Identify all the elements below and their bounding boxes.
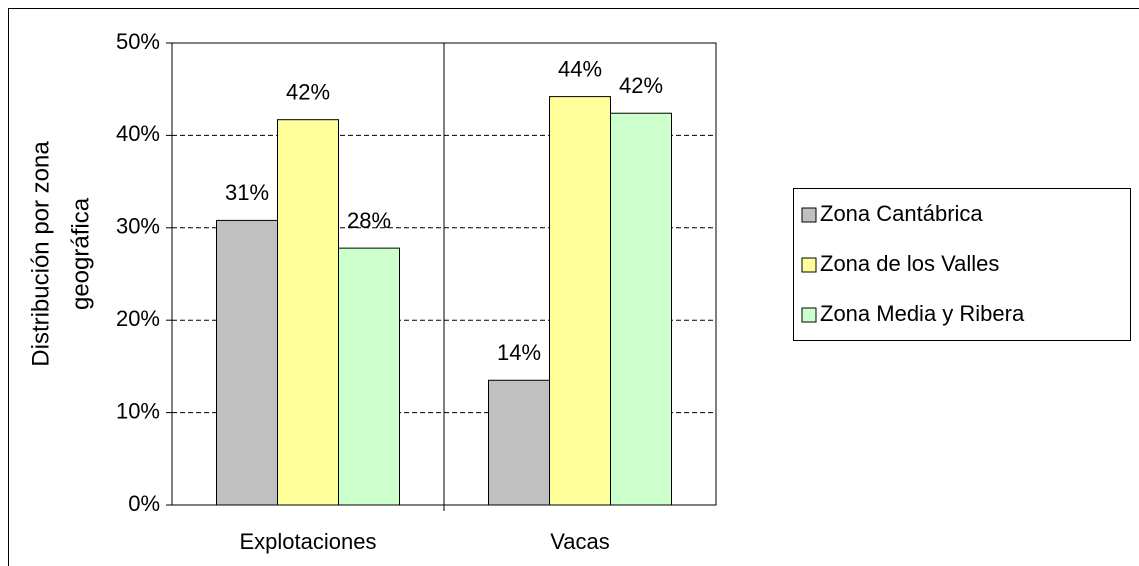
y-tick-label: 10%	[116, 398, 160, 423]
chart-border	[8, 8, 1139, 566]
legend-box	[793, 188, 1131, 341]
y-tick-label: 20%	[116, 306, 160, 331]
legend-swatch	[801, 207, 817, 223]
y-axis-label: Distribución por zona	[27, 141, 54, 367]
value-label: 31%	[225, 180, 269, 205]
y-tick-label: 30%	[116, 214, 160, 239]
plot-border	[171, 42, 717, 506]
legend-swatch	[801, 257, 817, 273]
value-label: 44%	[558, 56, 602, 81]
value-label: 14%	[497, 340, 541, 365]
bar	[277, 119, 339, 506]
legend-label: Zona Media y Ribera	[820, 301, 1025, 326]
y-tick-label: 0%	[128, 491, 160, 516]
y-axis-label: geográfica	[67, 197, 94, 310]
bar	[549, 96, 611, 506]
y-tick-label: 40%	[116, 121, 160, 146]
x-tick-label: Explotaciones	[240, 529, 377, 554]
legend-label: Zona de los Valles	[820, 251, 999, 276]
y-tick-label: 50%	[116, 29, 160, 54]
value-label: 28%	[347, 208, 391, 233]
value-label: 42%	[286, 80, 330, 105]
x-tick-label: Vacas	[550, 529, 610, 554]
legend-label: Zona Cantábrica	[820, 201, 983, 226]
legend-swatch	[801, 307, 817, 323]
bar	[610, 112, 672, 506]
bar	[488, 379, 550, 506]
bar	[216, 219, 278, 506]
value-label: 42%	[619, 73, 663, 98]
bar	[338, 247, 400, 506]
